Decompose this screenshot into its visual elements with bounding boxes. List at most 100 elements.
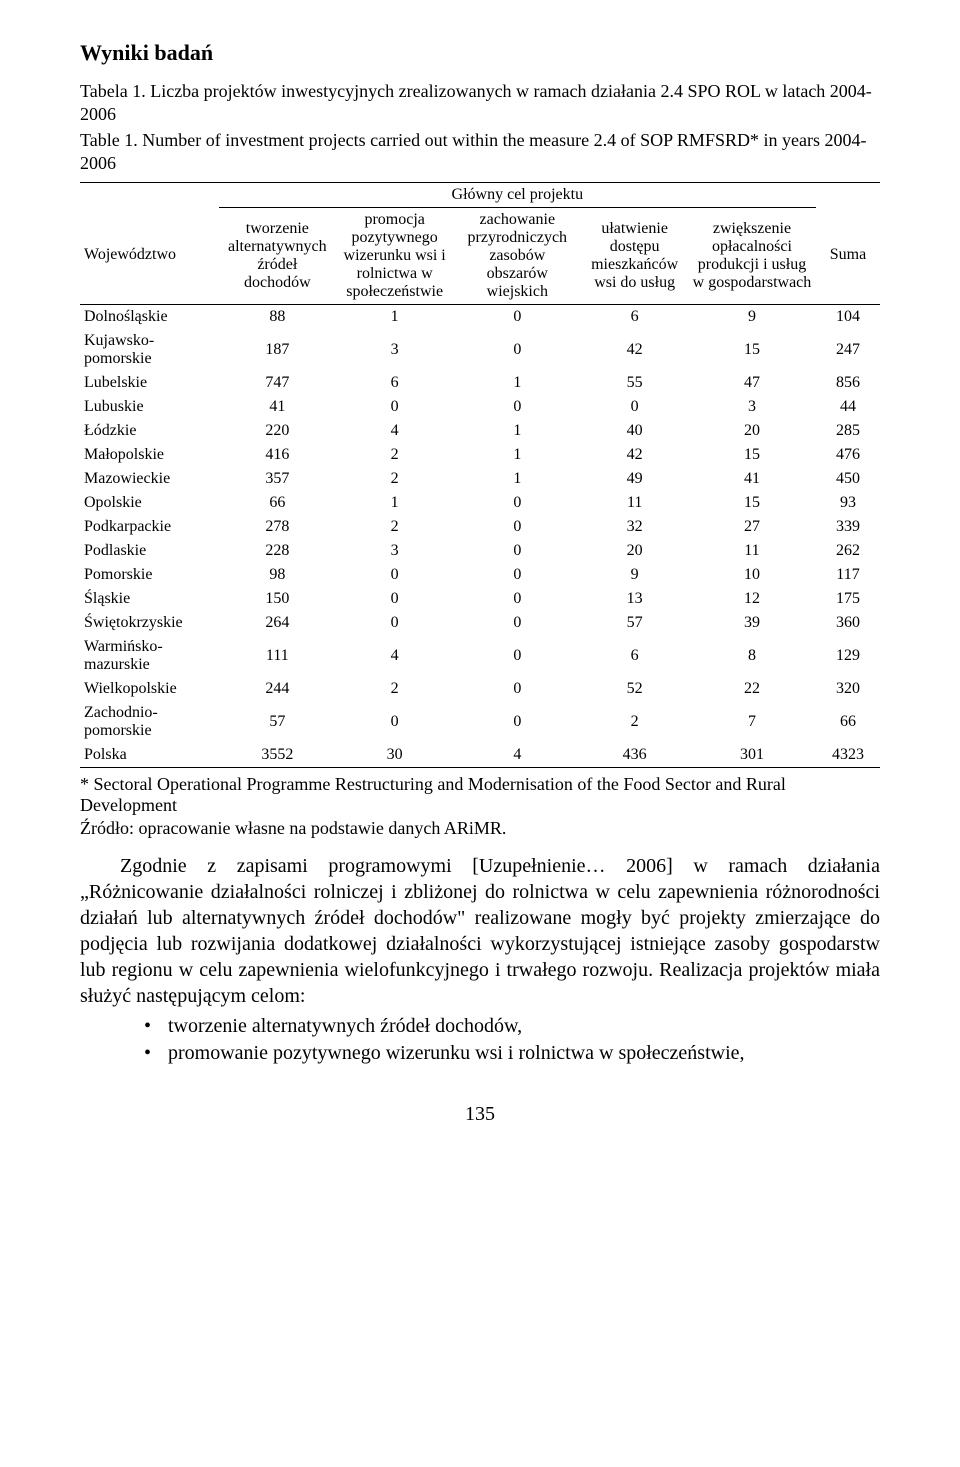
row-label: Dolnośląskie	[80, 304, 219, 329]
cell-d: 6	[581, 635, 688, 677]
cell-a: 278	[219, 515, 336, 539]
cell-c: 0	[453, 539, 581, 563]
cell-sum: 476	[816, 443, 880, 467]
cell-a: 150	[219, 587, 336, 611]
cell-c: 1	[453, 467, 581, 491]
cell-d: 9	[581, 563, 688, 587]
col-header-b: promocja pozytywnego wizerunku wsi i rol…	[336, 207, 453, 304]
cell-a: 66	[219, 491, 336, 515]
cell-a: 187	[219, 329, 336, 371]
cell-c: 0	[453, 701, 581, 743]
cell-d: 6	[581, 304, 688, 329]
source-line: Źródło: opracowanie własne na podstawie …	[80, 818, 880, 839]
col-header-a: tworzenie alternatywnych źródeł dochodów	[219, 207, 336, 304]
cell-sum: 129	[816, 635, 880, 677]
cell-b: 2	[336, 443, 453, 467]
row-label: Pomorskie	[80, 563, 219, 587]
cell-b: 2	[336, 515, 453, 539]
cell-e: 22	[688, 677, 816, 701]
table-row: Pomorskie9800910117	[80, 563, 880, 587]
cell-e: 10	[688, 563, 816, 587]
row-label: Małopolskie	[80, 443, 219, 467]
cell-c: 1	[453, 371, 581, 395]
cell-e: 8	[688, 635, 816, 677]
table-footnote: * Sectoral Operational Programme Restruc…	[80, 774, 880, 816]
document-page: Wyniki badań Tabela 1. Liczba projektów …	[0, 0, 960, 1166]
cell-c: 0	[453, 515, 581, 539]
cell-e: 7	[688, 701, 816, 743]
row-label: Zachodnio-pomorskie	[80, 701, 219, 743]
row-label: Lubuskie	[80, 395, 219, 419]
cell-c: 0	[453, 395, 581, 419]
cell-e: 301	[688, 743, 816, 768]
cell-c: 0	[453, 635, 581, 677]
row-label: Kujawsko-pomorskie	[80, 329, 219, 371]
cell-b: 0	[336, 563, 453, 587]
cell-b: 4	[336, 635, 453, 677]
cell-c: 0	[453, 563, 581, 587]
cell-sum: 285	[816, 419, 880, 443]
table-row: Wielkopolskie244205222320	[80, 677, 880, 701]
cell-sum: 262	[816, 539, 880, 563]
cell-b: 0	[336, 587, 453, 611]
table-row: Lubuskie41000344	[80, 395, 880, 419]
cell-a: 244	[219, 677, 336, 701]
cell-d: 55	[581, 371, 688, 395]
blank-header	[80, 182, 219, 207]
cell-a: 88	[219, 304, 336, 329]
cell-c: 0	[453, 611, 581, 635]
table-row: Podkarpackie278203227339	[80, 515, 880, 539]
table-row: Podlaskie228302011262	[80, 539, 880, 563]
col-header-e: zwiększenie opłacalności produkcji i usł…	[688, 207, 816, 304]
cell-d: 13	[581, 587, 688, 611]
cell-a: 3552	[219, 743, 336, 768]
table-row: Opolskie6610111593	[80, 491, 880, 515]
cell-e: 41	[688, 467, 816, 491]
cell-b: 0	[336, 611, 453, 635]
cell-a: 357	[219, 467, 336, 491]
list-item: promowanie pozytywnego wizerunku wsi i r…	[144, 1040, 880, 1067]
table-row: Łódzkie220414020285	[80, 419, 880, 443]
cell-sum: 44	[816, 395, 880, 419]
cell-c: 0	[453, 587, 581, 611]
table-row: Zachodnio-pomorskie57002766	[80, 701, 880, 743]
cell-d: 42	[581, 329, 688, 371]
cell-sum: 117	[816, 563, 880, 587]
cell-sum: 4323	[816, 743, 880, 768]
cell-a: 228	[219, 539, 336, 563]
table-row: Dolnośląskie881069104	[80, 304, 880, 329]
cell-e: 47	[688, 371, 816, 395]
cell-sum: 247	[816, 329, 880, 371]
cell-e: 15	[688, 491, 816, 515]
cell-c: 0	[453, 304, 581, 329]
col-header-d: ułatwienie dostępu mieszkańców wsi do us…	[581, 207, 688, 304]
cell-b: 2	[336, 467, 453, 491]
cell-b: 3	[336, 539, 453, 563]
cell-e: 3	[688, 395, 816, 419]
cell-b: 4	[336, 419, 453, 443]
cell-b: 6	[336, 371, 453, 395]
table-caption-en: Table 1. Number of investment projects c…	[80, 129, 880, 176]
row-label: Podkarpackie	[80, 515, 219, 539]
cell-d: 52	[581, 677, 688, 701]
cell-c: 0	[453, 329, 581, 371]
data-table: Główny cel projektu Województwo tworzeni…	[80, 182, 880, 768]
body-paragraph: Zgodnie z zapisami programowymi [Uzupełn…	[80, 853, 880, 1009]
table-row: Warmińsko-mazurskie1114068129	[80, 635, 880, 677]
row-label: Łódzkie	[80, 419, 219, 443]
col-header-woj: Województwo	[80, 207, 219, 304]
row-label: Opolskie	[80, 491, 219, 515]
cell-d: 42	[581, 443, 688, 467]
cell-sum: 360	[816, 611, 880, 635]
cell-e: 12	[688, 587, 816, 611]
row-label: Mazowieckie	[80, 467, 219, 491]
cell-b: 1	[336, 304, 453, 329]
cell-e: 15	[688, 329, 816, 371]
group-header: Główny cel projektu	[219, 182, 816, 207]
cell-sum: 66	[816, 701, 880, 743]
bullet-list: tworzenie alternatywnych źródeł dochodów…	[144, 1013, 880, 1067]
row-label: Podlaskie	[80, 539, 219, 563]
cell-e: 9	[688, 304, 816, 329]
page-number: 135	[80, 1103, 880, 1126]
table-row: Małopolskie416214215476	[80, 443, 880, 467]
